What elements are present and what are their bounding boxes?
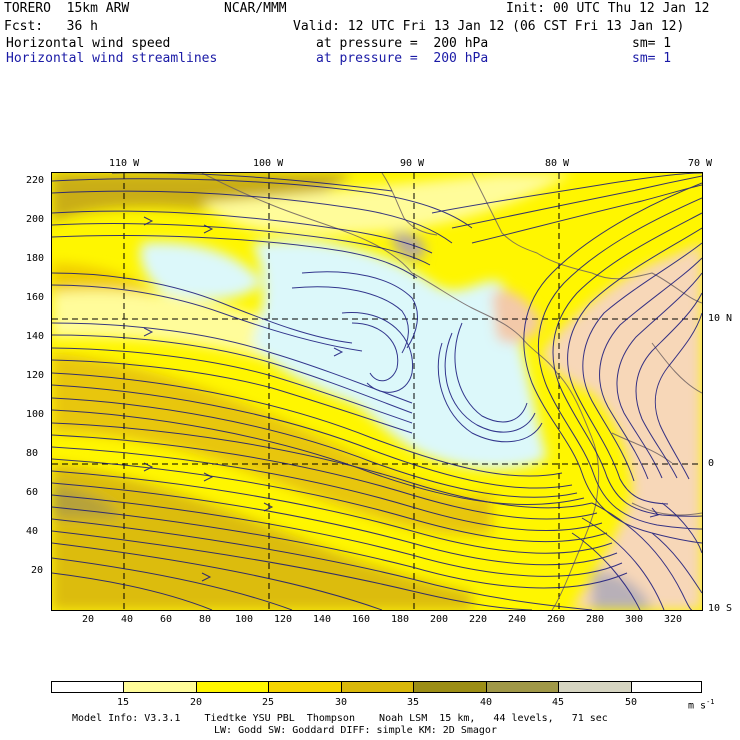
x-tick: 200 [430,614,449,625]
field1-level: at pressure = 200 hPa [316,36,489,51]
field1-name: Horizontal wind speed [6,36,171,51]
x-tick: 320 [664,614,683,625]
wind-speed-field [52,173,702,610]
lon-label-80w: 80 W [545,158,570,169]
colorbar-units: m s-1 [688,698,715,712]
x-tick: 260 [547,614,566,625]
x-tick: 220 [469,614,488,625]
colorbar-swatch [123,681,197,693]
valid-time: Valid: 12 UTC Fri 13 Jan 12 (06 CST Fri … [293,19,685,34]
x-tick: 160 [352,614,371,625]
colorbar-swatch [268,681,342,693]
center-name: NCAR/MMM [224,1,287,16]
lat-label-10n: 10 N [708,313,733,324]
y-tick: 120 [26,370,45,381]
colorbar-swatch [413,681,487,693]
model-info-line1: Model Info: V3.3.1 Tiedtke YSU PBL Thomp… [72,713,608,724]
forecast-hour: Fcst: 36 h [4,19,98,34]
field2-level: at pressure = 200 hPa [316,51,489,66]
x-tick: 280 [586,614,605,625]
y-tick: 20 [31,565,44,576]
field2-name: Horizontal wind streamlines [6,51,218,66]
lon-label-100w: 100 W [253,158,284,169]
wind-map [51,172,703,611]
y-tick: 60 [26,487,39,498]
colorbar-swatch [196,681,269,693]
x-tick: 180 [391,614,410,625]
colorbar-label: 50 [624,697,638,708]
colorbar-label: 35 [406,697,420,708]
x-tick: 80 [199,614,212,625]
lon-label-90w: 90 W [400,158,425,169]
colorbar-swatch [631,681,702,693]
streamlines [52,173,702,610]
y-tick: 140 [26,331,45,342]
model-name: TORERO 15km ARW [4,1,130,16]
colorbar-swatch [486,681,559,693]
colorbar-swatch [341,681,414,693]
lon-label-70w: 70 W [688,158,713,169]
y-tick: 40 [26,526,39,537]
y-tick: 220 [26,175,45,186]
x-tick: 240 [508,614,527,625]
colorbar-label: 15 [116,697,130,708]
colorbar-label: 20 [189,697,203,708]
lat-label-10s: 10 S [708,603,733,614]
y-tick: 160 [26,292,45,303]
colorbar-swatch [51,681,124,693]
colorbar-label: 45 [551,697,565,708]
lat-label-eq: 0 [708,458,715,469]
model-info-line2: LW: Godd SW: Goddard DIFF: simple KM: 2D… [214,725,497,736]
x-tick: 140 [313,614,332,625]
colorbar-label: 40 [479,697,493,708]
x-tick: 60 [160,614,173,625]
y-tick: 180 [26,253,45,264]
init-time: Init: 00 UTC Thu 12 Jan 12 [506,1,710,16]
y-tick: 200 [26,214,45,225]
x-tick: 300 [625,614,644,625]
colorbar-swatch [558,681,632,693]
y-tick: 80 [26,448,39,459]
lon-label-110w: 110 W [109,158,140,169]
x-tick: 100 [235,614,254,625]
x-tick: 120 [274,614,293,625]
colorbar-label: 25 [261,697,275,708]
colorbar-label: 30 [334,697,348,708]
x-tick: 20 [82,614,95,625]
y-tick: 100 [26,409,45,420]
x-tick: 40 [121,614,134,625]
field2-sm: sm= 1 [632,51,672,66]
field1-sm: sm= 1 [632,36,672,51]
